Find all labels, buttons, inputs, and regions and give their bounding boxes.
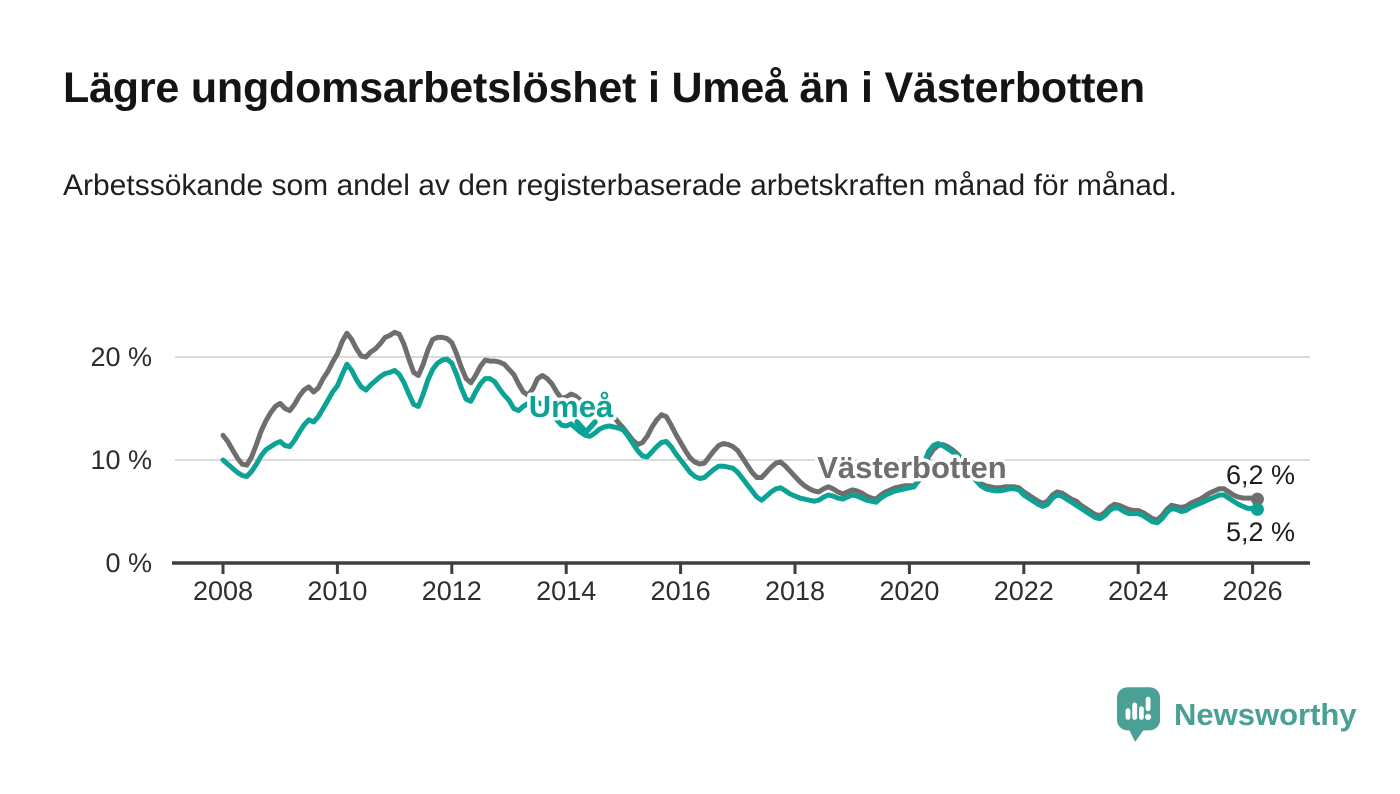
brand-footer: Newsworthy: [1116, 686, 1357, 744]
y-tick-label-20: 20 %: [90, 342, 152, 372]
x-tick-label-2014: 2014: [536, 576, 596, 606]
x-tick-label-2020: 2020: [879, 576, 939, 606]
series-label-vasterbotten: Västerbotten: [817, 450, 1006, 485]
brand-name: Newsworthy: [1174, 697, 1357, 732]
x-tick-label-2022: 2022: [994, 576, 1054, 606]
series-line-umea: [220, 356, 1260, 526]
y-tick-label-10: 10 %: [90, 445, 152, 475]
end-dot-umea: [1250, 502, 1264, 516]
chart-subtitle: Arbetssökande som andel av den registerb…: [63, 169, 1177, 202]
x-tick-label-2024: 2024: [1108, 576, 1168, 606]
x-tick-label-2012: 2012: [422, 576, 482, 606]
end-value-label-vasterbotten: 6,2 %: [1226, 460, 1295, 490]
x-tick-label-2008: 2008: [193, 576, 253, 606]
logo-exclamation: [1145, 696, 1151, 712]
chevron-down-icon: [574, 419, 598, 435]
end-value-label-umea: 5,2 %: [1226, 517, 1295, 547]
end-dot-vasterbotten: [1250, 492, 1264, 506]
series-line-vasterbotten: [220, 329, 1260, 523]
x-tick-label-2026: 2026: [1223, 576, 1283, 606]
logo-exclamation-dot: [1145, 713, 1152, 720]
logo-bar-3: [1139, 706, 1144, 720]
y-tick-label-0: 0 %: [105, 548, 152, 578]
x-tick-label-2018: 2018: [765, 576, 825, 606]
x-tick-label-2016: 2016: [651, 576, 711, 606]
page-title: Lägre ungdomsarbetslöshet i Umeå än i Vä…: [63, 64, 1145, 112]
newsworthy-logo-icon: [1116, 687, 1161, 742]
series-label-umea: Umeå: [529, 389, 614, 424]
logo-bar-1: [1125, 708, 1131, 720]
logo-bar-2: [1132, 702, 1138, 720]
x-tick-label-2010: 2010: [307, 576, 367, 606]
